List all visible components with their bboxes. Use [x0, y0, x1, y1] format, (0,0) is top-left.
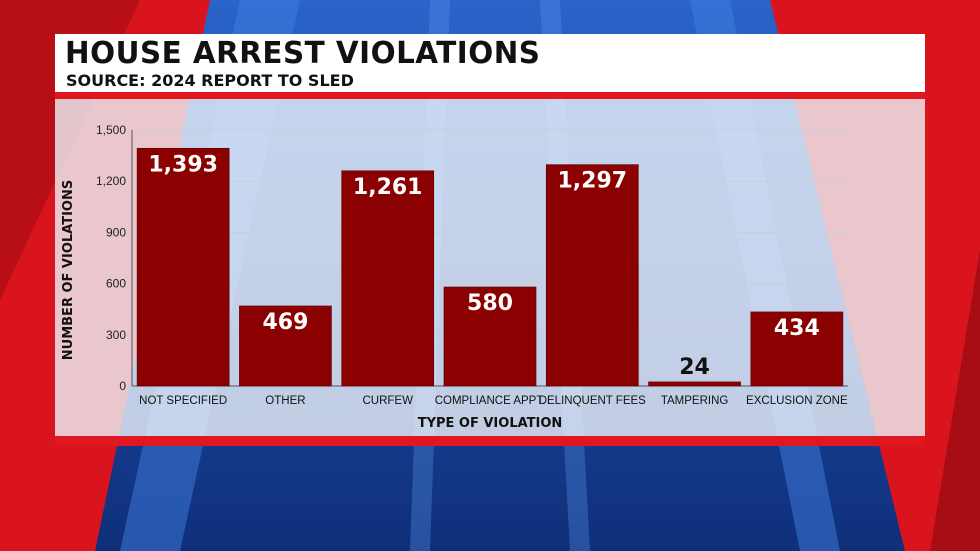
- x-tick-label: EXCLUSION ZONE: [746, 395, 848, 407]
- x-tick-label: COMPLIANCE APPT.: [435, 395, 546, 407]
- data-label: 580: [467, 291, 513, 316]
- data-label: 434: [774, 316, 820, 341]
- y-tick-label: 300: [106, 328, 126, 342]
- x-tick-label: DELINQUENT FEES: [539, 395, 646, 407]
- x-tick-label: TAMPERING: [661, 395, 729, 407]
- y-tick-label: 600: [106, 277, 126, 291]
- x-tick-label: OTHER: [265, 395, 305, 407]
- x-axis-title: TYPE OF VIOLATION: [418, 416, 563, 431]
- y-tick-label: 900: [106, 225, 126, 239]
- y-tick-label: 1,200: [96, 174, 126, 188]
- data-label: 24: [679, 355, 710, 380]
- bar: [239, 305, 332, 387]
- chart-title: HOUSE ARREST VIOLATIONS: [65, 36, 541, 71]
- bar: [545, 164, 639, 387]
- bar: [341, 170, 435, 387]
- data-label: 1,393: [148, 152, 218, 177]
- bottom-accent-bar: [55, 436, 925, 446]
- bar: [136, 147, 230, 387]
- bar: [648, 381, 741, 387]
- y-axis-title: NUMBER OF VIOLATIONS: [61, 180, 76, 360]
- title-box: HOUSE ARREST VIOLATIONS SOURCE: 2024 REP…: [55, 34, 925, 92]
- x-tick-label: CURFEW: [362, 395, 413, 407]
- x-tick-label: NOT SPECIFIED: [139, 395, 227, 407]
- bar: [750, 311, 844, 387]
- bar: [443, 286, 537, 387]
- y-tick-label: 0: [119, 379, 126, 393]
- data-label: 1,261: [353, 175, 423, 200]
- chart-subtitle: SOURCE: 2024 REPORT TO SLED: [66, 71, 354, 90]
- y-tick-label: 1,500: [96, 123, 126, 137]
- title-accent-stripe: [55, 92, 925, 99]
- data-label: 469: [262, 310, 308, 335]
- data-label: 1,297: [557, 169, 627, 194]
